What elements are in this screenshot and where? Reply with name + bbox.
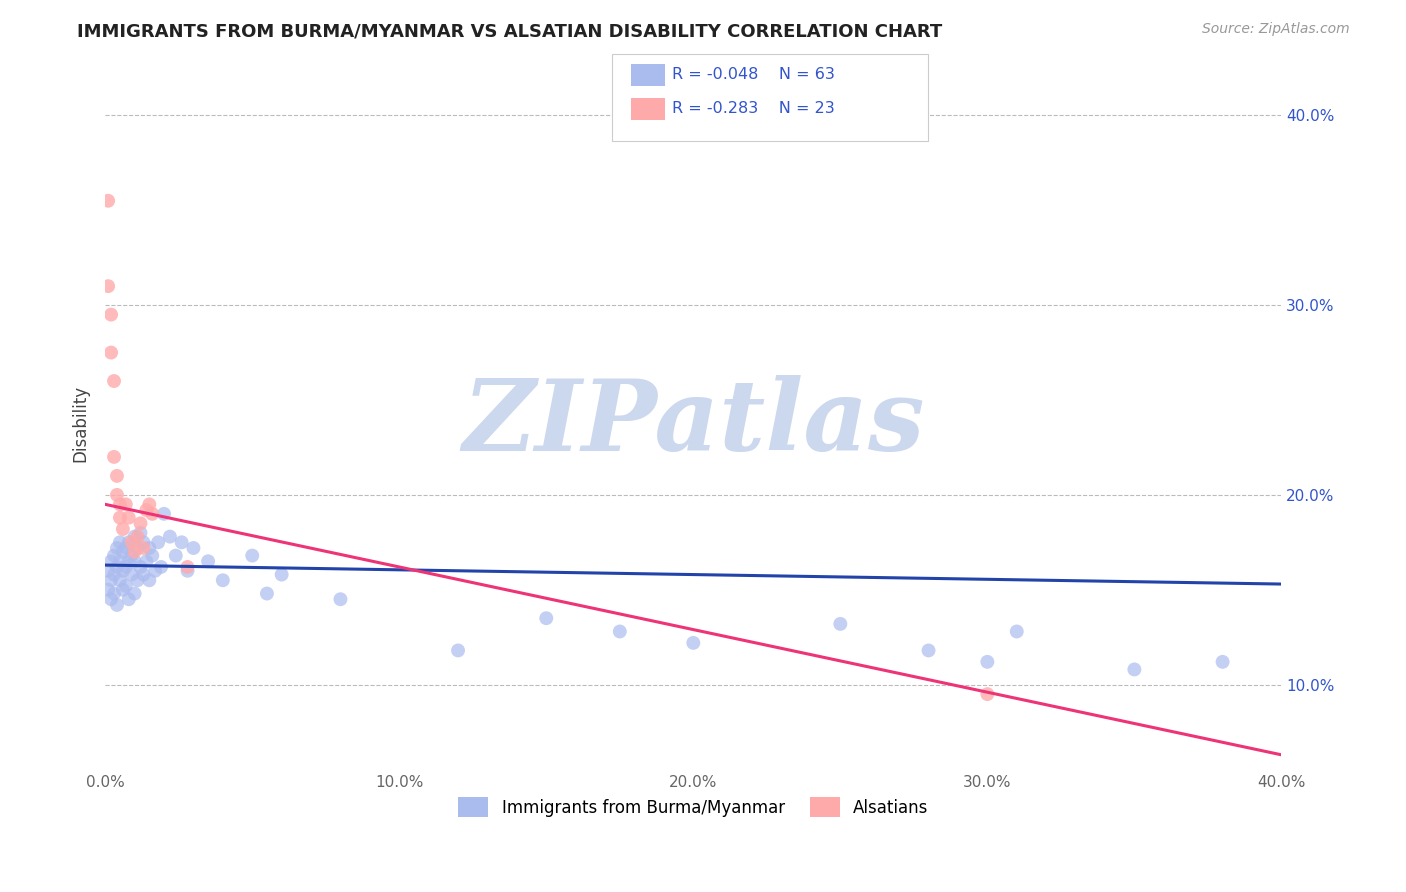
Point bbox=[97, 194, 120, 208]
Point bbox=[211, 574, 233, 588]
Point bbox=[118, 510, 141, 524]
Point bbox=[141, 507, 163, 521]
Point bbox=[111, 545, 134, 559]
Point bbox=[159, 530, 181, 544]
Point bbox=[127, 541, 149, 555]
Point bbox=[100, 308, 122, 322]
Point bbox=[917, 643, 939, 657]
Text: ZIPatlas: ZIPatlas bbox=[463, 376, 925, 472]
Point bbox=[536, 611, 558, 625]
Point bbox=[141, 549, 163, 563]
Point bbox=[165, 549, 187, 563]
Point bbox=[118, 592, 141, 607]
Point bbox=[114, 541, 136, 555]
Point bbox=[256, 586, 278, 600]
Point bbox=[146, 535, 169, 549]
Point bbox=[108, 554, 131, 568]
Point bbox=[103, 450, 125, 464]
Point bbox=[132, 535, 155, 549]
Point bbox=[108, 574, 131, 588]
Point bbox=[1005, 624, 1028, 639]
Point bbox=[135, 503, 157, 517]
Point bbox=[138, 497, 160, 511]
Point bbox=[197, 554, 219, 568]
Point bbox=[150, 560, 173, 574]
Point bbox=[1212, 655, 1234, 669]
Point bbox=[447, 643, 470, 657]
Text: Source: ZipAtlas.com: Source: ZipAtlas.com bbox=[1202, 22, 1350, 37]
Point bbox=[121, 549, 143, 563]
Point bbox=[270, 567, 292, 582]
Point bbox=[103, 549, 125, 563]
Point bbox=[183, 541, 205, 555]
Point bbox=[103, 374, 125, 388]
Point bbox=[329, 592, 352, 607]
Point bbox=[132, 541, 155, 555]
Text: R = -0.048    N = 63: R = -0.048 N = 63 bbox=[672, 68, 835, 82]
Point bbox=[108, 497, 131, 511]
Point bbox=[830, 616, 852, 631]
Point bbox=[127, 574, 149, 588]
Point bbox=[176, 560, 198, 574]
Point bbox=[114, 497, 136, 511]
Point bbox=[121, 567, 143, 582]
Point bbox=[170, 535, 193, 549]
Point bbox=[108, 535, 131, 549]
Point bbox=[105, 560, 128, 574]
Point bbox=[97, 564, 120, 578]
Point bbox=[105, 469, 128, 483]
Point bbox=[118, 554, 141, 568]
Point bbox=[129, 525, 152, 540]
Point bbox=[124, 586, 146, 600]
Point bbox=[609, 624, 631, 639]
Point bbox=[103, 586, 125, 600]
Legend: Immigrants from Burma/Myanmar, Alsatians: Immigrants from Burma/Myanmar, Alsatians bbox=[451, 790, 935, 824]
Point bbox=[97, 582, 120, 597]
Point bbox=[103, 567, 125, 582]
Point bbox=[114, 579, 136, 593]
Point bbox=[1123, 662, 1146, 676]
Point bbox=[127, 530, 149, 544]
Point bbox=[100, 345, 122, 359]
Point bbox=[976, 687, 998, 701]
Point bbox=[100, 574, 122, 588]
Point bbox=[138, 574, 160, 588]
Point bbox=[143, 564, 166, 578]
Point bbox=[105, 541, 128, 555]
Point bbox=[129, 516, 152, 531]
Point bbox=[153, 507, 176, 521]
Point bbox=[111, 564, 134, 578]
Point bbox=[135, 554, 157, 568]
Point bbox=[114, 560, 136, 574]
Point bbox=[111, 582, 134, 597]
Point bbox=[118, 535, 141, 549]
Point bbox=[124, 554, 146, 568]
Y-axis label: Disability: Disability bbox=[72, 385, 89, 462]
Text: IMMIGRANTS FROM BURMA/MYANMAR VS ALSATIAN DISABILITY CORRELATION CHART: IMMIGRANTS FROM BURMA/MYANMAR VS ALSATIA… bbox=[77, 22, 942, 40]
Point bbox=[100, 592, 122, 607]
Point bbox=[132, 567, 155, 582]
Point bbox=[138, 541, 160, 555]
Point bbox=[240, 549, 263, 563]
Text: R = -0.283    N = 23: R = -0.283 N = 23 bbox=[672, 102, 835, 116]
Point bbox=[105, 488, 128, 502]
Point bbox=[124, 530, 146, 544]
Point bbox=[105, 598, 128, 612]
Point bbox=[111, 522, 134, 536]
Point bbox=[121, 535, 143, 549]
Point bbox=[682, 636, 704, 650]
Point bbox=[976, 655, 998, 669]
Point bbox=[124, 545, 146, 559]
Point bbox=[176, 564, 198, 578]
Point bbox=[129, 560, 152, 574]
Point bbox=[97, 279, 120, 293]
Point bbox=[108, 510, 131, 524]
Point bbox=[100, 554, 122, 568]
